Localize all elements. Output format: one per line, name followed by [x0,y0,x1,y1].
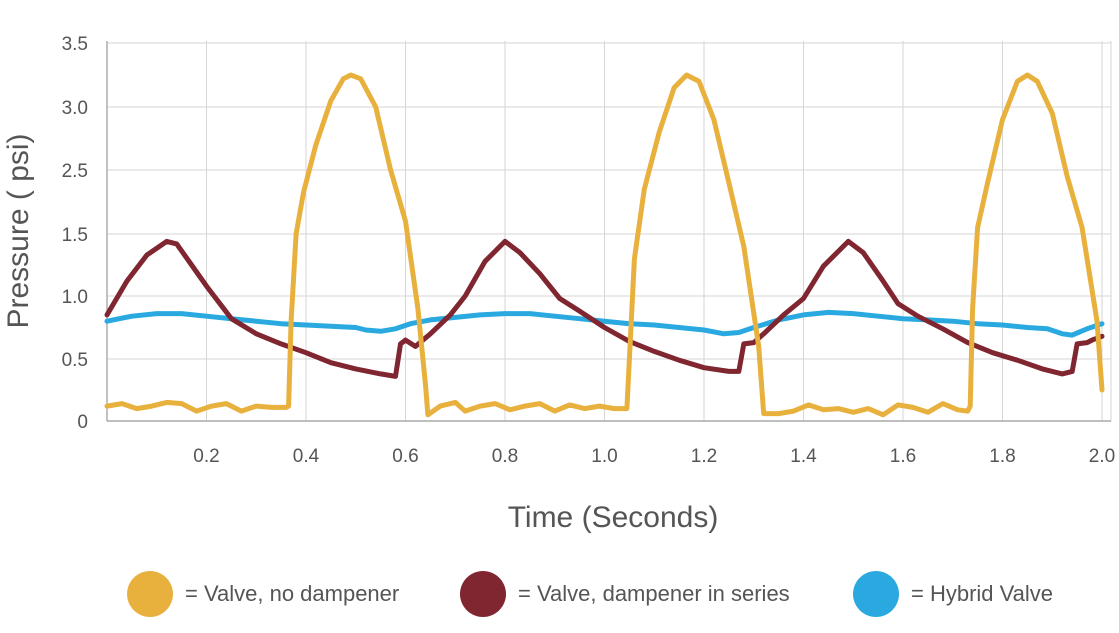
x-tick-label: 2.0 [1089,446,1115,467]
x-tick-label: 1.0 [591,446,617,467]
x-tick-label: 0.8 [492,446,518,467]
x-tick-label: 0.2 [193,446,219,467]
x-tick-label: 0.6 [392,446,418,467]
legend-item-valve-no-dampener: = Valve, no dampener [127,568,399,620]
legend-swatch [853,571,899,617]
gridlines [107,41,1112,422]
legend-swatch [460,571,506,617]
y-tick-label: 1.5 [62,225,88,246]
x-tick-label: 1.8 [989,446,1015,467]
y-tick-label: 0 [77,412,88,433]
y-tick-label: 3.0 [62,98,88,119]
x-tick-label: 1.4 [790,446,817,467]
legend-swatch [127,571,173,617]
y-tick-label: 2.5 [62,161,88,182]
legend-label: = Valve, no dampener [185,581,400,606]
legend-label: = Valve, dampener in series [518,581,790,606]
y-tick-label: 3.5 [62,34,88,55]
x-axis-title: Time (Seconds) [508,501,719,534]
series-line-hybrid-valve [104,309,1105,338]
x-tick-label: 1.6 [890,446,916,467]
pressure-chart: 0.2 0.4 0.6 0.8 1.0 1.2 1.4 1.6 1.8 2.0 0 0.5 1.0 1.… [2,34,1115,534]
series-line-valve-no-dampener [104,72,1105,418]
legend: = Valve, no dampener = Valve, dampener i… [0,568,1119,620]
y-tick-label: 0.5 [62,350,88,371]
y-tick-label: 1.0 [62,287,88,308]
legend-item-hybrid-valve: = Hybrid Valve [853,568,1053,620]
series-lines [104,72,1105,418]
axes [106,41,1111,422]
y-tick-labels: 0 0.5 1.0 1.5 2.5 3.0 3.5 [62,34,88,433]
x-tick-label: 0.4 [293,446,320,467]
legend-label: = Hybrid Valve [911,581,1054,606]
x-tick-labels: 0.2 0.4 0.6 0.8 1.0 1.2 1.4 1.6 1.8 2.0 [193,446,1115,467]
y-axis-title: Pressure ( psi) [2,133,35,328]
series-line-valve-dampener-in-series [104,238,1105,379]
legend-item-valve-dampener-in-series: = Valve, dampener in series [460,568,790,620]
x-tick-label: 1.2 [691,446,717,467]
